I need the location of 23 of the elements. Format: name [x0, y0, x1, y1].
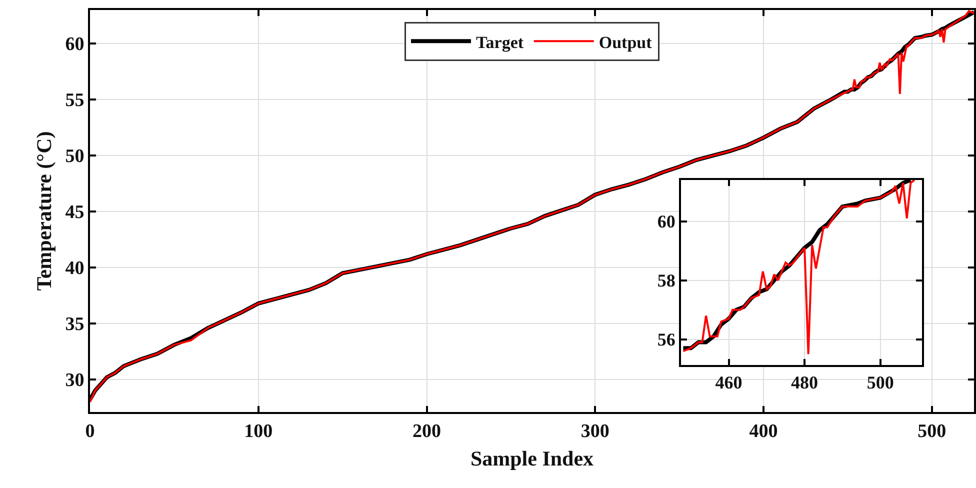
y-tick-label: 50 — [65, 146, 84, 168]
legend-label: Target — [476, 32, 524, 52]
y-tick-label: 56 — [657, 330, 676, 350]
y-axis-title: Temperature (°C) — [32, 131, 56, 291]
y-tick-label: 45 — [65, 202, 84, 224]
x-tick-label: 100 — [244, 420, 273, 442]
y-tick-label: 30 — [65, 370, 84, 392]
y-tick-label: 58 — [657, 270, 676, 291]
x-tick-label: 400 — [749, 420, 778, 442]
x-tick-label: 0 — [85, 420, 95, 442]
x-tick-label: 200 — [412, 420, 442, 442]
x-tick-label: 500 — [866, 372, 894, 393]
y-tick-label: 40 — [65, 258, 84, 280]
x-tick-label: 480 — [791, 372, 818, 393]
y-tick-label: 60 — [65, 34, 84, 56]
x-tick-label: 500 — [918, 420, 946, 442]
y-tick-label: 60 — [657, 212, 676, 232]
y-tick-label: 55 — [65, 90, 84, 112]
legend-label: Output — [598, 32, 652, 52]
x-tick-label: 460 — [715, 372, 742, 393]
x-tick-label: 300 — [580, 420, 610, 442]
y-tick-label: 35 — [65, 314, 84, 336]
x-axis-title: Sample Index — [470, 446, 594, 470]
